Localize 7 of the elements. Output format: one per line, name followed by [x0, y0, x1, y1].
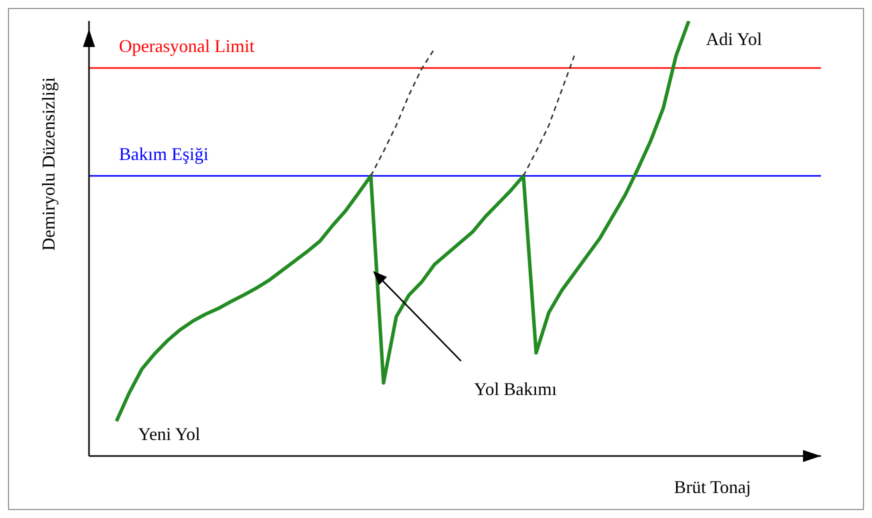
annotation: Yol Bakımı [474, 379, 557, 400]
ref-line-label: Operasyonal Limit [119, 36, 254, 57]
x-axis-title: Brüt Tonaj [674, 477, 751, 498]
y-axis-title: Demiryolu Düzensizliği [38, 77, 60, 251]
text: Adi Yol [706, 29, 762, 50]
annotation: Yeni Yol [138, 424, 200, 445]
ref-line-label: Bakım Eşiği [119, 144, 208, 165]
